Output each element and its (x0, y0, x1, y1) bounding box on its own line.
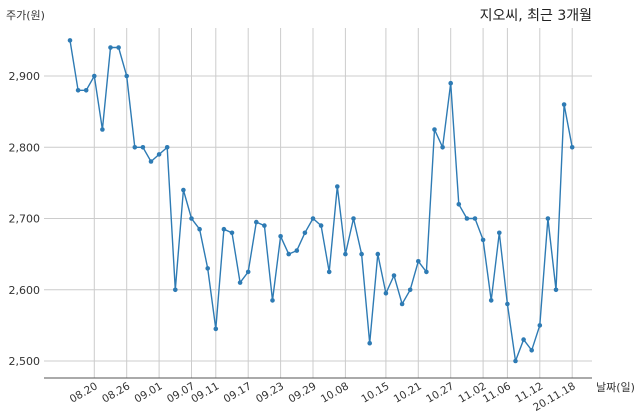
data-point (391, 273, 397, 278)
data-point (189, 216, 194, 221)
data-point (253, 219, 259, 225)
data-point (351, 216, 356, 221)
data-point (569, 145, 575, 150)
data-point (116, 45, 121, 50)
x-tick-label: 09.23 (254, 380, 286, 405)
data-point (440, 145, 445, 150)
data-point (497, 230, 502, 236)
data-point (326, 269, 332, 275)
data-point (229, 230, 235, 236)
data-point (181, 187, 186, 193)
data-point (553, 287, 559, 293)
data-point (302, 230, 308, 236)
data-point (173, 287, 178, 293)
data-point (464, 216, 470, 221)
x-tick-label: 08.20 (68, 380, 100, 405)
data-point (505, 301, 510, 307)
x-tick-label: 10.15 (359, 380, 391, 405)
x-axis-label: 날짜(일) (596, 380, 635, 394)
x-tick-label: 10.21 (392, 380, 424, 405)
data-point (270, 298, 275, 303)
x-tick-label: 09.29 (286, 380, 318, 405)
data-point (67, 38, 73, 43)
data-point (488, 298, 494, 303)
data-point (108, 45, 113, 50)
x-tick-label: 10.08 (319, 380, 351, 405)
data-point (124, 73, 129, 79)
data-point (561, 102, 567, 107)
data-point (148, 159, 154, 164)
data-point (448, 80, 454, 86)
data-point (480, 237, 486, 243)
price-data-points (67, 38, 575, 364)
data-point (213, 326, 219, 332)
data-point (407, 287, 413, 293)
data-point (343, 251, 348, 257)
data-point (537, 323, 543, 328)
data-point (221, 226, 227, 232)
data-point (237, 280, 243, 285)
data-point (140, 145, 146, 150)
data-point (278, 234, 283, 239)
data-point (432, 127, 437, 132)
y-tick-label: 2,800 (9, 141, 41, 154)
data-point (399, 301, 405, 307)
x-tick-label: 09.17 (222, 380, 254, 405)
horizontal-gridlines (44, 75, 592, 362)
data-point (521, 337, 526, 342)
x-tick-label: 10.27 (424, 380, 456, 405)
y-tick-labels: 2,500 2,600 2,700 2,800 2,900 (9, 70, 41, 368)
data-point (472, 216, 478, 221)
y-axis-label: 주가(원) (6, 9, 45, 22)
data-point (529, 348, 534, 353)
data-point (375, 251, 381, 257)
data-point (318, 223, 324, 228)
y-tick-label: 2,900 (9, 70, 41, 83)
data-point (310, 216, 316, 221)
data-point (294, 248, 300, 253)
data-point (156, 152, 162, 157)
data-point (164, 145, 170, 150)
data-point (286, 251, 292, 257)
chart-title: 지오씨, 최근 3개월 (480, 8, 592, 24)
y-tick-label: 2,500 (9, 355, 41, 368)
data-point (367, 340, 373, 346)
data-point (245, 269, 251, 275)
data-point (424, 269, 429, 275)
x-tick-label: 09.11 (189, 380, 221, 405)
data-point (545, 216, 551, 221)
data-point (92, 73, 97, 79)
data-point (456, 202, 462, 207)
data-point (205, 266, 210, 271)
data-point (335, 184, 340, 189)
data-point (100, 127, 105, 132)
price-series-line (69, 40, 573, 362)
x-tick-label: 08.26 (100, 380, 132, 406)
data-point (83, 88, 89, 93)
data-point (262, 223, 267, 228)
data-point (132, 145, 138, 150)
y-tick-label: 2,700 (9, 213, 41, 226)
y-tick-label: 2,600 (9, 284, 41, 297)
data-point (513, 358, 518, 364)
vertical-gridlines (93, 28, 573, 378)
data-point (75, 88, 81, 93)
data-point (359, 251, 364, 257)
x-tick-label: 09.01 (133, 380, 165, 405)
data-point (383, 291, 389, 296)
data-point (197, 226, 202, 232)
data-point (416, 259, 421, 264)
x-tick-label: 11.06 (481, 380, 513, 406)
